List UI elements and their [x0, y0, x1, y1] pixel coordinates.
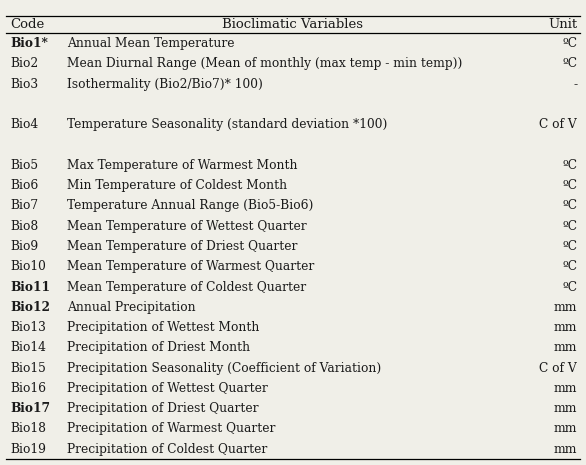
Text: ºC: ºC — [562, 260, 577, 273]
Text: Bio13: Bio13 — [11, 321, 46, 334]
Text: Code: Code — [11, 18, 45, 31]
Text: Bio7: Bio7 — [11, 199, 39, 213]
Text: Bio2: Bio2 — [11, 57, 39, 70]
Text: Mean Temperature of Wettest Quarter: Mean Temperature of Wettest Quarter — [67, 219, 307, 232]
Text: Temperature Seasonality (standard deviation *100): Temperature Seasonality (standard deviat… — [67, 118, 388, 131]
Text: -: - — [573, 78, 577, 91]
Text: Annual Mean Temperature: Annual Mean Temperature — [67, 37, 235, 50]
Text: Annual Precipitation: Annual Precipitation — [67, 301, 196, 314]
Text: Bio8: Bio8 — [11, 219, 39, 232]
Text: ºC: ºC — [562, 199, 577, 213]
Text: Mean Diurnal Range (Mean of monthly (max temp - min temp)): Mean Diurnal Range (Mean of monthly (max… — [67, 57, 463, 70]
Text: Bio4: Bio4 — [11, 118, 39, 131]
Text: Bio5: Bio5 — [11, 159, 39, 172]
Text: C of V: C of V — [540, 118, 577, 131]
Text: mm: mm — [554, 402, 577, 415]
Text: Bio19: Bio19 — [11, 443, 46, 456]
Text: Bio6: Bio6 — [11, 179, 39, 192]
Text: ºC: ºC — [562, 179, 577, 192]
Text: Mean Temperature of Driest Quarter: Mean Temperature of Driest Quarter — [67, 240, 298, 253]
Text: Bioclimatic Variables: Bioclimatic Variables — [223, 18, 363, 31]
Text: Temperature Annual Range (Bio5-Bio6): Temperature Annual Range (Bio5-Bio6) — [67, 199, 314, 213]
Text: ºC: ºC — [562, 159, 577, 172]
Text: Unit: Unit — [548, 18, 577, 31]
Text: Precipitation of Warmest Quarter: Precipitation of Warmest Quarter — [67, 423, 276, 436]
Text: Precipitation of Driest Quarter: Precipitation of Driest Quarter — [67, 402, 259, 415]
Text: Max Temperature of Warmest Month: Max Temperature of Warmest Month — [67, 159, 298, 172]
Text: Bio18: Bio18 — [11, 423, 46, 436]
Text: mm: mm — [554, 301, 577, 314]
Text: ºC: ºC — [562, 37, 577, 50]
Text: mm: mm — [554, 443, 577, 456]
Text: Bio10: Bio10 — [11, 260, 46, 273]
Text: mm: mm — [554, 321, 577, 334]
Text: Precipitation of Driest Month: Precipitation of Driest Month — [67, 341, 251, 354]
Text: Bio16: Bio16 — [11, 382, 46, 395]
Text: Bio1*: Bio1* — [11, 37, 49, 50]
Text: Bio15: Bio15 — [11, 362, 46, 375]
Text: ºC: ºC — [562, 57, 577, 70]
Text: mm: mm — [554, 423, 577, 436]
Text: Bio17: Bio17 — [11, 402, 50, 415]
Text: Bio12: Bio12 — [11, 301, 50, 314]
Text: Bio3: Bio3 — [11, 78, 39, 91]
Text: Mean Temperature of Warmest Quarter: Mean Temperature of Warmest Quarter — [67, 260, 315, 273]
Text: Bio14: Bio14 — [11, 341, 46, 354]
Text: Min Temperature of Coldest Month: Min Temperature of Coldest Month — [67, 179, 288, 192]
Text: ºC: ºC — [562, 219, 577, 232]
Text: mm: mm — [554, 382, 577, 395]
Text: Precipitation of Wettest Month: Precipitation of Wettest Month — [67, 321, 260, 334]
Text: C of V: C of V — [540, 362, 577, 375]
Text: ºC: ºC — [562, 280, 577, 293]
Text: Mean Temperature of Coldest Quarter: Mean Temperature of Coldest Quarter — [67, 280, 306, 293]
Text: Precipitation of Wettest Quarter: Precipitation of Wettest Quarter — [67, 382, 268, 395]
Text: Bio9: Bio9 — [11, 240, 39, 253]
Text: ºC: ºC — [562, 240, 577, 253]
Text: Precipitation of Coldest Quarter: Precipitation of Coldest Quarter — [67, 443, 268, 456]
Text: Isothermality (Bio2/Bio7)* 100): Isothermality (Bio2/Bio7)* 100) — [67, 78, 263, 91]
Text: Bio11: Bio11 — [11, 280, 50, 293]
Text: mm: mm — [554, 341, 577, 354]
Text: Precipitation Seasonality (Coefficient of Variation): Precipitation Seasonality (Coefficient o… — [67, 362, 381, 375]
